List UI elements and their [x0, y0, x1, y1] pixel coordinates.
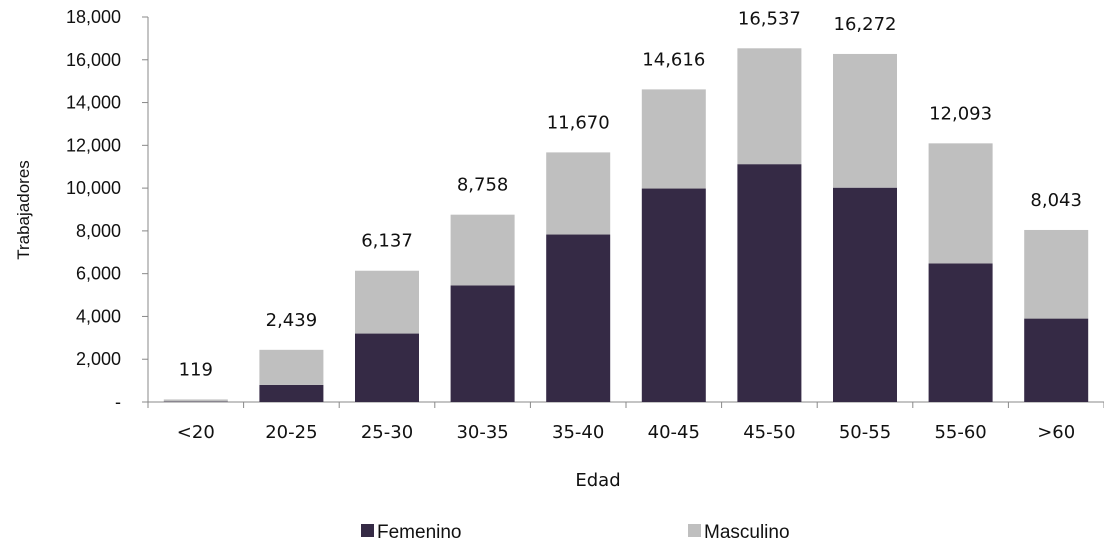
y-tick-label: 16,000 — [66, 50, 121, 70]
x-axis-title: Edad — [575, 470, 620, 491]
bar-masculino — [641, 89, 706, 189]
legend-label-masculino: Masculino — [704, 522, 790, 543]
x-tick-label: <20 — [177, 422, 215, 443]
y-axis-title: Trabajadores — [14, 160, 33, 260]
bar-femenino — [928, 263, 993, 402]
y-tick-label: 6,000 — [76, 264, 121, 284]
x-tick-label: 20-25 — [265, 422, 317, 443]
bar-total-label: 12,093 — [929, 103, 992, 124]
bar-femenino — [833, 187, 897, 402]
y-tick-label: 8,000 — [76, 221, 121, 241]
y-tick-label: 12,000 — [66, 135, 121, 155]
bar-masculino — [355, 270, 419, 334]
bar-masculino — [259, 349, 324, 385]
legend: Femenino Masculino — [361, 522, 790, 543]
bar-masculino — [928, 143, 993, 264]
bar-total-label: 8,758 — [457, 175, 509, 196]
y-tick-label: 18,000 — [66, 7, 121, 27]
bar-femenino — [737, 164, 802, 402]
bar-femenino — [259, 384, 324, 402]
y-tick-label: 10,000 — [66, 178, 121, 198]
total-labels: 119 2,439 6,137 8,758 11,670 14,616 16,537 16,2… — [179, 8, 1082, 380]
bar-masculino — [163, 399, 228, 402]
bar-femenino — [1024, 318, 1089, 402]
legend-label-femenino: Femenino — [377, 522, 462, 543]
x-tick-label: 45-50 — [743, 422, 795, 443]
y-tick-label: - — [115, 392, 121, 412]
y-tick-label: 2,000 — [76, 349, 121, 369]
bar-femenino — [546, 234, 611, 402]
bar-total-label: 2,439 — [266, 310, 318, 331]
x-tick-label: >60 — [1037, 422, 1075, 443]
y-tick-label: 14,000 — [66, 93, 121, 113]
x-axis: <20 20-25 25-30 30-35 35-40 40-45 45-50 50-55 55… — [147, 401, 1104, 443]
bar-total-label: 6,137 — [361, 231, 413, 252]
bar-masculino — [546, 152, 611, 235]
legend-swatch-femenino — [361, 524, 374, 537]
x-tick-label: 40-45 — [648, 422, 700, 443]
y-axis: - 2,000 4,000 6,000 8,000 10,000 12,000 14,000 1… — [66, 7, 149, 412]
bar-femenino — [641, 188, 706, 402]
bar-total-label: 8,043 — [1030, 190, 1082, 211]
x-tick-label: 25-30 — [361, 422, 413, 443]
bar-total-label: 119 — [179, 359, 213, 380]
x-tick-label: 35-40 — [552, 422, 604, 443]
bar-total-label: 16,537 — [738, 8, 801, 29]
x-tick-label: 50-55 — [839, 422, 891, 443]
bar-masculino — [737, 48, 802, 165]
bar-total-label: 16,272 — [834, 14, 897, 35]
bar-femenino — [450, 285, 515, 402]
bar-total-label: 14,616 — [642, 49, 705, 70]
bar-femenino — [355, 333, 419, 402]
y-tick-label: 4,000 — [76, 306, 121, 326]
bar-total-label: 11,670 — [547, 112, 610, 133]
bar-masculino — [833, 53, 897, 188]
bar-masculino — [450, 214, 515, 286]
x-tick-label: 30-35 — [456, 422, 508, 443]
bar-masculino — [1024, 229, 1089, 319]
x-tick-label: 55-60 — [934, 422, 986, 443]
legend-swatch-masculino — [688, 524, 701, 537]
bars — [163, 48, 1089, 402]
